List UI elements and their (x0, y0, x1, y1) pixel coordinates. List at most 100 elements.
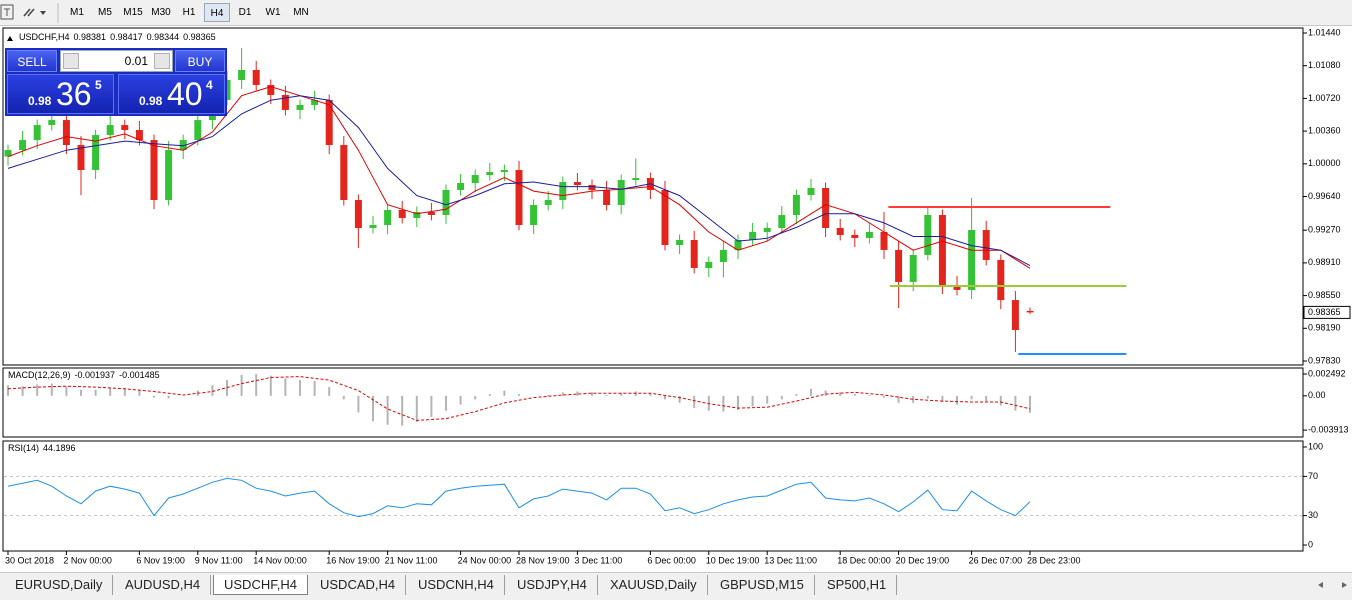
candle-body (48, 120, 56, 126)
x-tick-label: 14 Nov 00:00 (253, 555, 307, 565)
candle-body (573, 182, 581, 186)
candle-body (865, 231, 873, 238)
candle-body (530, 204, 538, 225)
y-tick-label: 100 (1308, 441, 1323, 451)
dropdown-arrow[interactable] (40, 11, 46, 15)
ask-big: 0.98 (139, 94, 163, 108)
current-price-label: 0.98365 (1308, 307, 1341, 317)
indicator-header: MACD(12,26,9) -0.001937 -0.001485 (8, 370, 160, 380)
candle-body (661, 190, 669, 245)
timeframe-button[interactable]: MN (293, 7, 309, 18)
indicator-title: RSI(14) (8, 443, 39, 453)
y-tick-label: 1.01440 (1308, 27, 1341, 37)
candle-body (384, 209, 392, 225)
candle-body (19, 140, 27, 151)
lot-decrease[interactable] (63, 53, 79, 69)
y-tick-label: 0.98910 (1308, 257, 1341, 267)
timeframe-button[interactable]: M30 (151, 7, 171, 18)
chart-tab[interactable]: USDCNH,H4 (408, 575, 505, 595)
lot-increase[interactable] (154, 53, 170, 69)
indicator-header: RSI(14) 44.1896 (8, 443, 76, 453)
y-tick-label: 0.002492 (1308, 368, 1346, 378)
y-tick-label: 30 (1308, 510, 1318, 520)
timeframe-button[interactable]: H1 (182, 7, 196, 18)
candle-body (281, 94, 289, 110)
candle-body (763, 227, 771, 232)
candle-body (588, 185, 596, 191)
x-tick-label: 16 Nov 19:00 (326, 555, 380, 565)
y-tick-label: 70 (1308, 471, 1318, 481)
candle-body (369, 224, 377, 228)
chart-tab[interactable]: AUDUSD,H4 (115, 575, 212, 595)
y-tick-label: 0.98190 (1308, 323, 1341, 333)
chart-tab[interactable]: USDCHF,H4 (213, 575, 308, 595)
lot-value: 0.01 (124, 54, 148, 68)
sell-button[interactable]: SELL (7, 50, 57, 72)
candle-body (924, 214, 932, 255)
x-tick-label: 28 Nov 19:00 (516, 555, 570, 565)
candle-body (471, 175, 479, 184)
y-tick-label: 1.00720 (1308, 93, 1341, 103)
buy-button[interactable]: BUY (175, 50, 225, 72)
tab-scroll[interactable] (1312, 573, 1352, 599)
candle-body (223, 79, 231, 100)
ask-box[interactable]: 0.98 40 4 (118, 74, 225, 114)
timeframe-button[interactable]: W1 (265, 7, 281, 18)
drawing-tool-icon[interactable] (23, 8, 35, 17)
candle-body (807, 188, 815, 196)
x-tick-label: 20 Dec 19:00 (896, 555, 950, 565)
candle-body (135, 130, 143, 141)
current-price-box (1303, 305, 1351, 319)
ask-pip: 4 (206, 78, 213, 92)
indicator-value: 44.1896 (43, 443, 76, 453)
candle-body (398, 209, 406, 218)
candle-body (953, 284, 961, 290)
candle-body (792, 195, 800, 215)
timeframe-button[interactable]: M1 (70, 7, 84, 18)
y-tick-label: 1.01080 (1308, 60, 1341, 70)
candle-body (734, 239, 742, 250)
candle-body (92, 135, 100, 171)
y-tick-label: 0.97830 (1308, 355, 1341, 365)
x-tick-label: 13 Dec 11:00 (764, 555, 817, 565)
candle-body (705, 261, 713, 268)
candle-body (982, 229, 990, 260)
chart-tab[interactable]: EURUSD,Daily (5, 575, 114, 595)
candle-body (895, 249, 903, 282)
candle-body (33, 125, 41, 141)
candle-body (836, 227, 844, 235)
candle-body (690, 239, 698, 268)
collapse-arrow[interactable] (7, 36, 13, 41)
candle-body (150, 140, 158, 200)
timeframe-button[interactable]: M5 (98, 7, 112, 18)
chart-tab[interactable]: XAUUSD,Daily (600, 575, 708, 595)
chart-tab[interactable]: GBPUSD,M15 (710, 575, 815, 595)
scroll-right[interactable] (1342, 582, 1347, 588)
ohlc-value: 0.98381 (74, 32, 107, 42)
x-tick-label: 6 Nov 19:00 (136, 555, 185, 565)
one-click-trading: SELL 0.01 BUY 0.98 36 5 0.98 40 4 (5, 48, 227, 116)
timeframe-button[interactable]: D1 (238, 7, 252, 18)
candle-body (968, 229, 976, 290)
candle-body (457, 183, 465, 191)
candle-body (179, 140, 187, 151)
scroll-left[interactable] (1318, 582, 1323, 588)
candle-body (749, 231, 757, 240)
y-tick-label: 1.00000 (1308, 158, 1341, 168)
timeframe-button[interactable]: M15 (123, 7, 143, 18)
tool-icon[interactable] (0, 4, 14, 20)
x-tick-label: 6 Dec 00:00 (647, 555, 696, 565)
y-tick-label: 0.00 (1308, 390, 1326, 400)
moving-average (7, 86, 1031, 269)
bid-box[interactable]: 0.98 36 5 (7, 74, 114, 114)
lot-input[interactable]: 0.01 (60, 50, 173, 72)
x-tick-label: 30 Oct 2018 (5, 555, 54, 565)
candle-body (340, 145, 348, 200)
chart-tab[interactable]: USDJPY,H4 (507, 575, 598, 595)
candle-body (413, 211, 421, 218)
chart-tab[interactable]: SP500,H1 (817, 575, 898, 595)
candle-body (1026, 310, 1034, 313)
timeframe-button[interactable]: H4 (204, 3, 230, 22)
chart-tab[interactable]: USDCAD,H4 (310, 575, 407, 595)
